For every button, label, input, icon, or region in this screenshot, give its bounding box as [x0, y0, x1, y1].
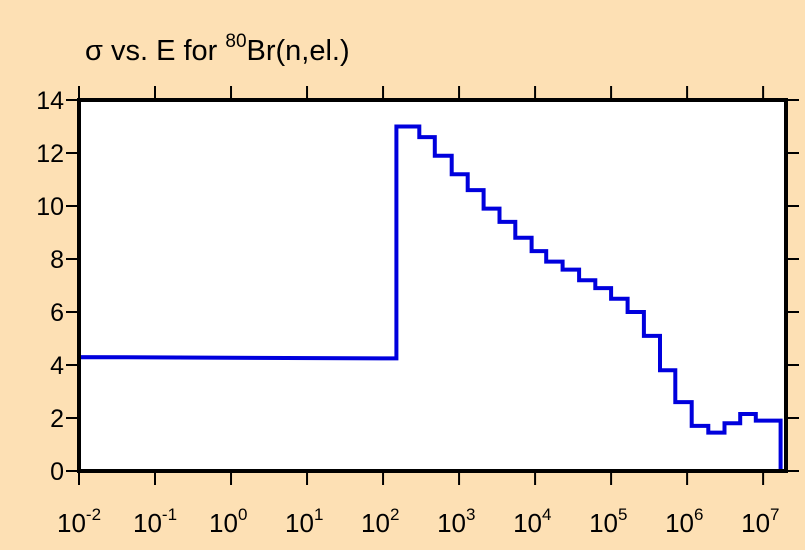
x-tick-label: 100 [209, 505, 247, 538]
y-tick-label: 8 [50, 246, 64, 274]
y-tick-label: 14 [36, 87, 64, 115]
x-tick-label: 10-2 [57, 505, 101, 538]
x-tick-label: 106 [665, 505, 703, 538]
series-layer [77, 124, 783, 471]
y-tick-label: 6 [50, 299, 64, 327]
x-tick-label: 10-1 [133, 505, 177, 538]
chart-title-prefix: σ vs. E for [85, 35, 225, 67]
x-tick-label: 101 [285, 505, 323, 538]
x-tick-label: 103 [437, 505, 475, 538]
ticks-layer [66, 86, 799, 485]
x-tick-label: 107 [741, 505, 779, 538]
chart-title-superscript: 80 [225, 31, 246, 52]
y-tick-label: 4 [50, 352, 64, 380]
chart-title-suffix: Br(n,el.) [247, 35, 350, 67]
y-tick-label: 10 [36, 193, 64, 221]
y-tick-label: 2 [50, 405, 64, 433]
x-tick-label: 105 [589, 505, 627, 538]
x-tick-label: 102 [361, 505, 399, 538]
x-tick-label: 104 [513, 505, 551, 538]
y-tick-label: 12 [36, 140, 64, 168]
plot-frame [77, 98, 788, 473]
y-tick-label: 0 [50, 458, 64, 486]
chart-title: σ vs. E for 80Br(n,el.) [85, 31, 350, 67]
series-line-0 [77, 124, 783, 471]
tick-labels-layer: 0 2 4 6 8 10 12 14 10-2 10-1 100 101 102 103 104 105 106… [36, 87, 779, 538]
plot-area [79, 100, 786, 471]
